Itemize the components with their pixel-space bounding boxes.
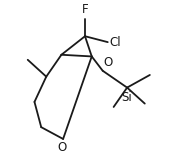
- Text: Cl: Cl: [109, 36, 121, 49]
- Text: O: O: [58, 141, 67, 155]
- Text: O: O: [104, 56, 113, 69]
- Text: Si: Si: [122, 91, 132, 104]
- Text: F: F: [82, 3, 88, 16]
